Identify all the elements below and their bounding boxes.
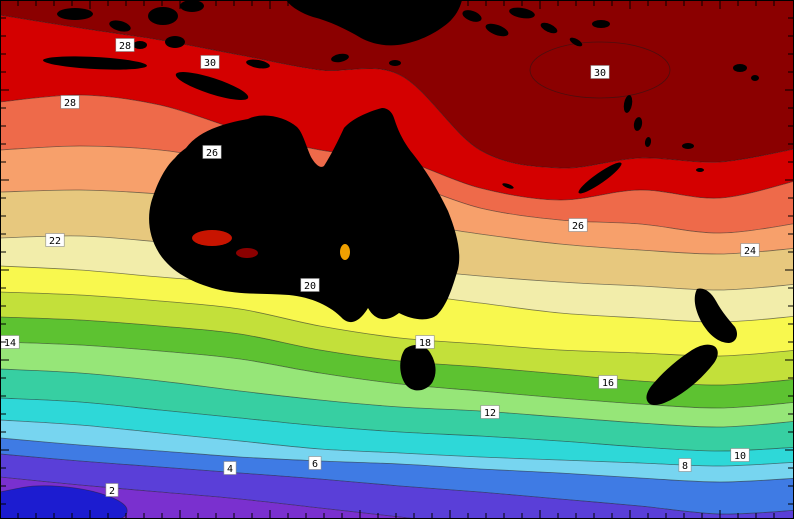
contour-label-box [480,405,500,419]
island [682,143,694,149]
island [43,56,147,70]
band-28-30 [1,15,793,201]
island [331,53,349,63]
isotherm-14 [1,341,793,409]
band-6-8 [1,420,793,482]
contour-label: 26 [206,148,218,159]
island [578,162,622,194]
contour-label: 30 [204,58,216,69]
contour-label: 28 [64,98,76,109]
contour-label: 28 [119,41,131,52]
contour-label-box [590,65,610,79]
australia-landmass [149,108,460,323]
band-4-6 [1,438,793,515]
isotherm-18 [1,291,793,357]
island [733,64,747,72]
island [109,20,131,32]
island [133,41,147,49]
new-zealand-south-island-landmass [646,344,718,406]
island [462,10,482,22]
inland-water [340,244,350,260]
contour-label-box [678,458,692,472]
isotherm-10 [1,397,793,452]
cold-pool [1,485,128,518]
island [175,72,249,100]
contour-label-box [60,95,80,109]
band-14-16 [1,317,793,409]
inland-water [236,248,258,258]
isotherm-8 [1,419,793,467]
contour-label: 24 [744,246,756,257]
new-guinea-landmass [286,1,462,46]
contour-label-box [730,448,750,462]
island [592,20,610,28]
frame-ticks [1,1,793,518]
contour-label: 2 [109,486,115,497]
contour-label: 14 [4,338,16,349]
contour-label-box [200,55,220,69]
contour-label: 20 [304,281,316,292]
island [148,7,178,25]
contour-label-box [300,278,320,292]
contour-label-box [415,335,435,349]
isotherm-6 [1,437,793,483]
island [623,95,633,113]
contour-label: 26 [572,221,584,232]
island [180,1,204,12]
contour-label-box [740,243,760,257]
closed-isotherm [529,41,671,99]
isotherm-4 [1,453,793,515]
contour-label-box [45,233,65,247]
isotherm-30 [1,14,793,169]
contour-label: 22 [49,236,61,247]
contour-label-box [105,483,119,497]
island [246,59,270,69]
island [540,22,558,34]
contour-label: 16 [602,378,614,389]
island [502,183,514,189]
island [509,7,535,19]
island [696,168,704,172]
island [165,36,185,48]
band->30 [1,1,793,169]
contour-label-box [568,218,588,232]
island [57,8,93,20]
landmasses [43,1,759,406]
band-12-14 [1,342,793,428]
island [633,117,643,131]
island [389,60,401,66]
island [644,137,652,147]
new-zealand-north-island-landmass [694,288,737,343]
contour-label-box [598,375,618,389]
contour-label: 4 [227,464,233,475]
isotherm-2 [1,476,413,518]
tasmania-landmass [400,345,436,391]
contour-label: 8 [682,461,688,472]
island [751,75,759,81]
contour-label: 6 [312,459,318,470]
contour-labels: 28 30 30 28 26 26 22 24 20 18 14 16 12 10 8 6 4 2 [0,38,760,497]
band-16-18 [1,292,793,386]
isotherm-12 [1,368,793,428]
contour-label: 18 [419,338,431,349]
contour-label-box [202,145,222,159]
inland-water [192,230,232,246]
contour-label-box [308,456,322,470]
island [485,23,509,37]
island [569,37,583,47]
contour-label-box [115,38,135,52]
contour-label: 12 [484,408,496,419]
contour-label: 10 [734,451,746,462]
band-10-12 [1,369,793,451]
contour-label: 30 [594,68,606,79]
contour-label-box [223,461,237,475]
